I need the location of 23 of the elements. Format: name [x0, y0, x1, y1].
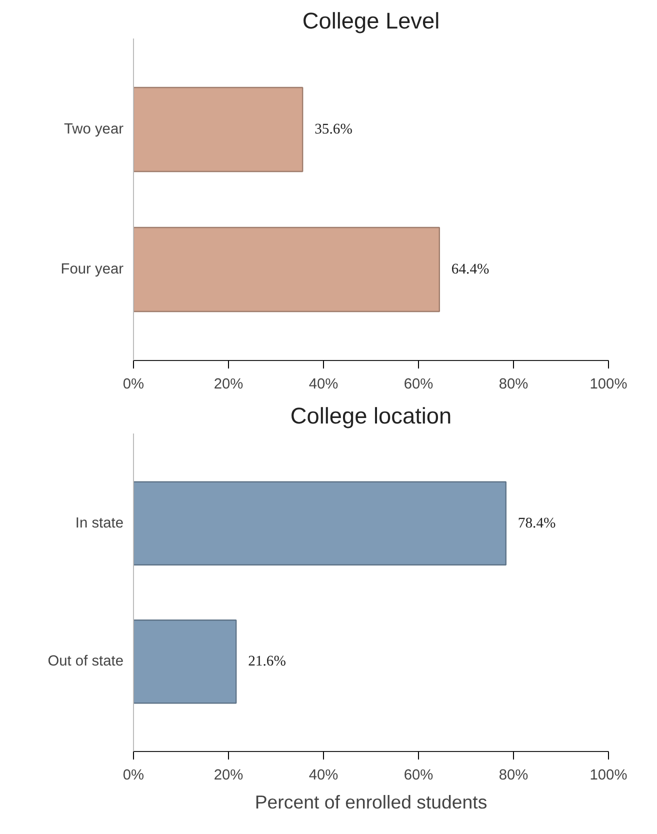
- x-tick-label: 20%: [214, 376, 244, 392]
- y-tick-label: Four year: [60, 262, 124, 278]
- x-tick-label: 0%: [122, 376, 144, 392]
- chart-title: College location: [290, 402, 452, 428]
- y-tick-label: Two year: [64, 122, 124, 138]
- x-tick-label: 40%: [308, 768, 338, 784]
- data-label: 35.6%: [314, 122, 352, 138]
- x-tick-label: 60%: [404, 768, 434, 784]
- x-tick-label: 80%: [498, 376, 528, 392]
- x-tick-label: 40%: [308, 376, 338, 392]
- x-tick-label: 20%: [214, 768, 244, 784]
- data-label: 64.4%: [451, 262, 490, 278]
- x-tick-label: 0%: [122, 768, 144, 784]
- data-label: 21.6%: [248, 654, 286, 670]
- x-tick-label: 60%: [404, 376, 434, 392]
- x-tick-label: 80%: [498, 768, 528, 784]
- x-axis-title: Percent of enrolled students: [254, 792, 488, 812]
- x-tick-label: 100%: [590, 376, 628, 392]
- x-tick-label: 100%: [590, 768, 628, 784]
- data-label: 78.4%: [518, 515, 556, 532]
- y-tick-label: In state: [75, 515, 124, 532]
- chart-title: College Level: [302, 8, 440, 34]
- y-tick-label: Out of state: [48, 654, 124, 670]
